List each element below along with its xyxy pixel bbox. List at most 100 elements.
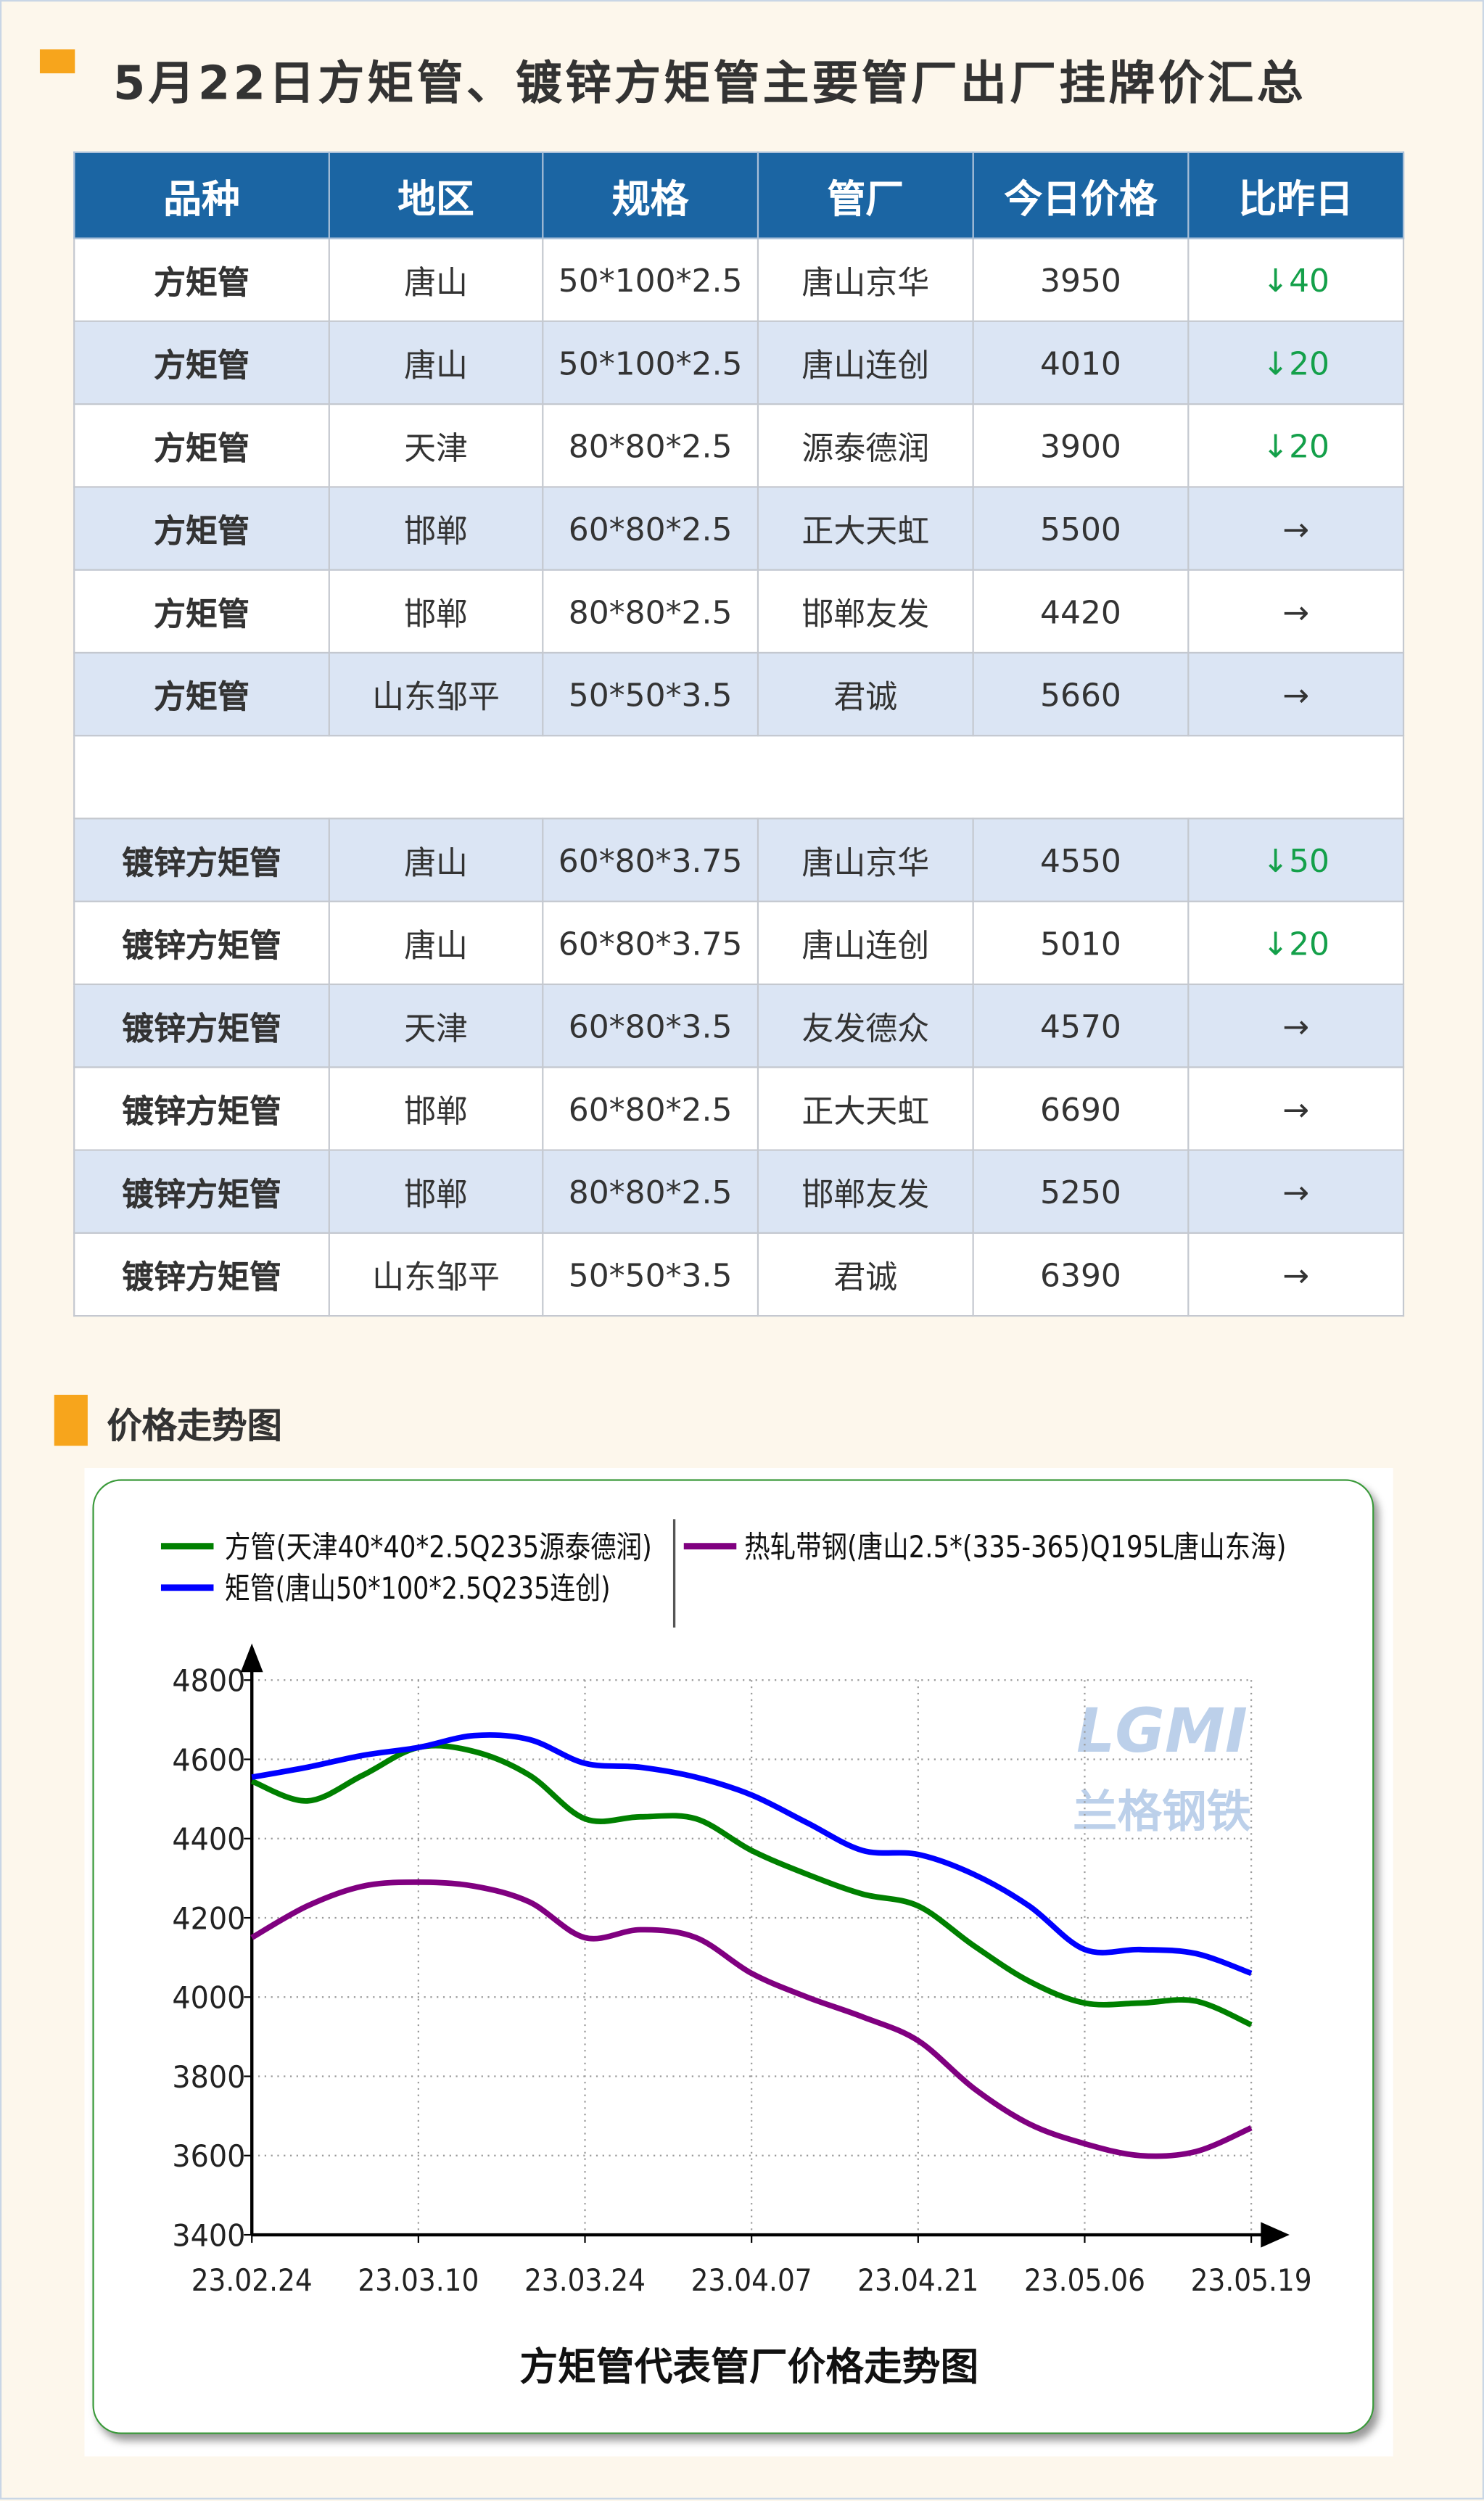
table-cell: 60*80*3.75 — [542, 900, 759, 986]
table-cell: → — [1187, 1149, 1405, 1234]
section-title: 价格走势图 — [107, 1407, 283, 1448]
table-cell: 邯郸友发 — [757, 1149, 974, 1234]
chart-title: 方矩管代表管厂价格走势图 — [519, 2345, 978, 2389]
table-cell: 唐山连创 — [757, 900, 974, 986]
page-title: 5月22日方矩管、镀锌方矩管主要管厂出厂挂牌价汇总 — [113, 55, 1307, 110]
table-cell: 唐山 — [328, 320, 544, 405]
table-cell: 唐山京华 — [757, 237, 974, 322]
title-marker — [39, 49, 75, 74]
table-cell: ↓50 — [1187, 817, 1405, 902]
legend-label: 矩管(唐山50*100*2.5Q235连创) — [225, 1570, 611, 1606]
table-cell: 50*100*2.5 — [542, 237, 759, 322]
table-cell: 60*80*2.5 — [542, 1066, 759, 1151]
table-cell: → — [1187, 486, 1405, 571]
table-cell: → — [1187, 651, 1405, 737]
y-tick-label: 4800 — [172, 1663, 245, 1699]
table-cell: 正大天虹 — [757, 1066, 974, 1151]
y-tick-label: 4400 — [172, 1821, 245, 1857]
table-cell: 山东邹平 — [328, 1232, 544, 1317]
x-tick-label: 23.03.24 — [524, 2262, 646, 2298]
table-cell: 君诚 — [757, 651, 974, 737]
header-cell: 管厂 — [757, 151, 974, 239]
table-cell: 邯郸 — [328, 1149, 544, 1234]
header-cell: 地区 — [328, 151, 544, 239]
table-cell: → — [1187, 1066, 1405, 1151]
table-cell: 镀锌方矩管 — [73, 1232, 330, 1317]
table-cell: 方矩管 — [73, 403, 330, 488]
table-row: 镀锌方矩管 唐山 60*80*3.75 唐山京华 4550 ↓50 — [73, 817, 1405, 902]
table-cell: 5250 — [972, 1149, 1190, 1234]
y-tick-label: 3800 — [172, 2059, 245, 2095]
series-line — [250, 1879, 1253, 2159]
table-cell: 60*80*2.5 — [542, 486, 759, 571]
table-row: 镀锌方矩管 天津 60*80*3.5 友发德众 4570 → — [73, 983, 1405, 1068]
table-cell: 镀锌方矩管 — [73, 983, 330, 1068]
series-line — [251, 1732, 1253, 1977]
watermark-logo: LGMI — [1076, 1695, 1248, 1766]
table-cell: → — [1187, 983, 1405, 1068]
table-row: 镀锌方矩管 邯郸 60*80*2.5 正大天虹 6690 → — [73, 1066, 1405, 1151]
section-marker — [54, 1394, 88, 1446]
table-cell: 镀锌方矩管 — [73, 1066, 330, 1151]
x-axis-arrow — [1261, 2222, 1290, 2248]
table-cell: 镀锌方矩管 — [73, 817, 330, 902]
y-tick-label: 4000 — [172, 1980, 245, 2016]
table-cell: 方矩管 — [73, 237, 330, 322]
table-row: 方矩管 天津 80*80*2.5 源泰德润 3900 ↓20 — [73, 403, 1405, 488]
x-tick-label: 23.03.10 — [358, 2262, 479, 2298]
table-cell: 唐山 — [328, 900, 544, 986]
table-cell: 4420 — [972, 569, 1190, 654]
x-tick-label: 23.02.24 — [191, 2262, 313, 2298]
table-row: 镀锌方矩管 山东邹平 50*50*3.5 君诚 6390 → — [73, 1232, 1405, 1317]
table-cell: 60*80*3.5 — [542, 983, 759, 1068]
table-cell: 80*80*2.5 — [542, 403, 759, 488]
y-tick-label: 4200 — [172, 1900, 245, 1936]
table-cell: 60*80*3.75 — [542, 817, 759, 902]
table-cell: 天津 — [328, 983, 544, 1068]
table-row: 镀锌方矩管 邯郸 80*80*2.5 邯郸友发 5250 → — [73, 1149, 1405, 1234]
table-cell: ↓20 — [1187, 900, 1405, 986]
table-cell: 君诚 — [757, 1232, 974, 1317]
x-tick-label: 23.05.19 — [1191, 2262, 1312, 2298]
table-body: 方矩管 唐山 50*100*2.5 唐山京华 3950 ↓40 方矩管 唐山 50*100*2.… — [73, 237, 1405, 1317]
table-cell: 4570 — [972, 983, 1190, 1068]
table-cell: 50*100*2.5 — [542, 320, 759, 405]
table-row: 方矩管 唐山 50*100*2.5 唐山京华 3950 ↓40 — [73, 237, 1405, 322]
table-cell: 6690 — [972, 1066, 1190, 1151]
table-cell: 5660 — [972, 651, 1190, 737]
table-cell: 邯郸友发 — [757, 569, 974, 654]
table-cell: 唐山连创 — [757, 320, 974, 405]
legend-label: 方管(天津40*40*2.5Q235源泰德润) — [225, 1529, 652, 1565]
table-row: 方矩管 邯郸 60*80*2.5 正大天虹 5500 → — [73, 486, 1405, 571]
table-cell: 方矩管 — [73, 486, 330, 571]
table-cell: 镀锌方矩管 — [73, 1149, 330, 1234]
price-table: 品种 地区 规格 管厂 今日价格 比昨日 方矩管 唐山 50*100*2.5 唐山京华… — [73, 151, 1405, 1317]
table-cell: 邯郸 — [328, 1066, 544, 1151]
header-cell: 比昨日 — [1187, 151, 1405, 239]
table-cell: → — [1187, 1232, 1405, 1317]
table-cell: 方矩管 — [73, 569, 330, 654]
header-row: 品种 地区 规格 管厂 今日价格 比昨日 — [73, 151, 1405, 239]
header-cell: 品种 — [73, 151, 330, 239]
table-cell: 5500 — [972, 486, 1190, 571]
y-axis-arrow — [240, 1643, 263, 1673]
table-cell: ↓40 — [1187, 237, 1405, 322]
spacer-cell — [73, 735, 1405, 820]
watermark-text: 兰格钢铁 — [1073, 1785, 1252, 1837]
chart-frame — [92, 1479, 1374, 2434]
table-cell: ↓20 — [1187, 320, 1405, 405]
y-tick-label: 3400 — [172, 2217, 245, 2253]
x-tick-label: 23.04.21 — [857, 2262, 978, 2298]
x-tick-label: 23.04.07 — [691, 2262, 812, 2298]
table-cell: 方矩管 — [73, 651, 330, 737]
table-cell: 80*80*2.5 — [542, 569, 759, 654]
table-cell: 天津 — [328, 403, 544, 488]
table-cell: 50*50*3.5 — [542, 1232, 759, 1317]
table-cell: 50*50*3.5 — [542, 651, 759, 737]
table-cell: 6390 — [972, 1232, 1190, 1317]
x-tick-label: 23.05.06 — [1024, 2262, 1145, 2298]
table-cell: 3950 — [972, 237, 1190, 322]
legend-label: 热轧带钢(唐山2.5*(335-365)Q195L唐山东海) — [744, 1529, 1286, 1565]
